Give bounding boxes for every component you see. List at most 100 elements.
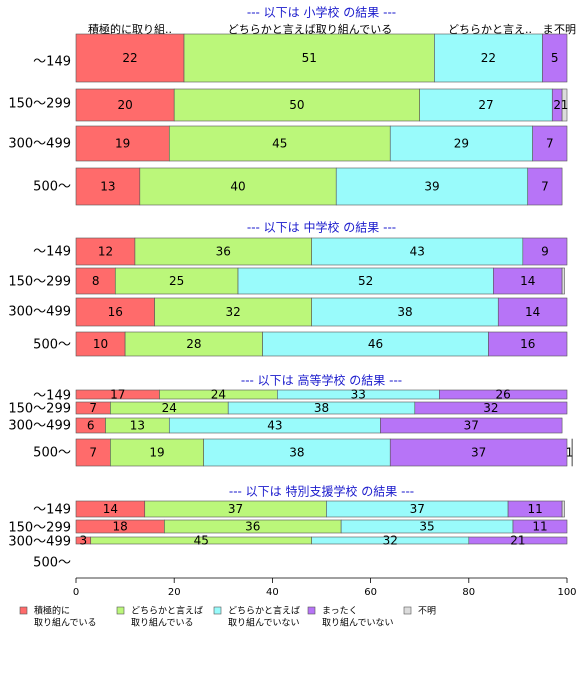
panel-title: --- 以下は 高等学校 の結果 --- bbox=[241, 373, 402, 388]
row-label: 300～499 bbox=[8, 137, 71, 152]
data-label: 10 bbox=[93, 337, 108, 351]
data-label: 39 bbox=[424, 180, 439, 194]
data-label: 14 bbox=[103, 502, 118, 516]
legend-label: まったく bbox=[322, 606, 358, 617]
bar-segment bbox=[154, 297, 312, 327]
bar-segment bbox=[75, 438, 111, 467]
data-label: 7 bbox=[541, 180, 549, 194]
legend-swatch bbox=[19, 606, 28, 615]
bar-segment bbox=[468, 536, 568, 545]
legend-swatch bbox=[403, 606, 412, 615]
bar-segment bbox=[75, 167, 141, 206]
data-label: 24 bbox=[211, 388, 226, 402]
column-header: ま bbox=[543, 23, 554, 36]
row-label: ～149 bbox=[33, 55, 71, 70]
data-label: 13 bbox=[100, 180, 115, 194]
x-tick-label: 40 bbox=[266, 587, 279, 598]
data-label: 32 bbox=[383, 534, 398, 548]
bar-segment bbox=[561, 500, 565, 518]
bar-segment bbox=[114, 267, 239, 295]
data-label: 35 bbox=[419, 520, 434, 534]
legend-label: 取り組んでいない bbox=[228, 617, 300, 629]
data-label: 7 bbox=[89, 401, 97, 415]
row-label: 150～299 bbox=[8, 275, 71, 290]
bar-segment bbox=[335, 167, 529, 206]
legend-label: 不明 bbox=[418, 606, 436, 617]
data-label: 24 bbox=[162, 401, 177, 415]
data-label: 29 bbox=[454, 137, 469, 151]
data-label: 19 bbox=[149, 446, 164, 460]
bar-segment bbox=[434, 33, 543, 83]
data-label: 1 bbox=[561, 98, 569, 112]
bar-segment bbox=[439, 389, 568, 400]
bar-segment bbox=[183, 33, 435, 83]
data-label: 5 bbox=[551, 51, 559, 65]
bar-segment bbox=[110, 438, 204, 467]
bar-segment bbox=[497, 297, 568, 327]
bar-segment bbox=[414, 401, 568, 415]
data-label: 33 bbox=[351, 388, 366, 402]
bar-segment bbox=[262, 331, 489, 357]
data-label: 19 bbox=[115, 137, 130, 151]
data-label: 52 bbox=[358, 274, 373, 288]
data-label: 50 bbox=[289, 98, 304, 112]
bar-segment bbox=[561, 88, 568, 122]
x-tick-label: 0 bbox=[73, 587, 79, 598]
legend-label: どちらかと言えば bbox=[228, 605, 300, 617]
data-label: 17 bbox=[110, 388, 125, 402]
legend-swatch bbox=[307, 606, 316, 615]
row-label: ～149 bbox=[33, 503, 71, 518]
legend-label: どちらかと言えば bbox=[131, 605, 203, 617]
bar-segment bbox=[532, 125, 568, 162]
data-label: 11 bbox=[527, 502, 542, 516]
panel-title: --- 以下は 中学校 の結果 --- bbox=[247, 220, 396, 235]
bar-segment bbox=[203, 438, 391, 467]
data-label: 8 bbox=[92, 274, 100, 288]
data-label: 2 bbox=[553, 98, 561, 112]
row-label: 300～499 bbox=[8, 535, 71, 550]
legend-label: 取り組んでいる bbox=[34, 617, 97, 629]
legend-swatch bbox=[116, 606, 125, 615]
bar-segment bbox=[75, 297, 155, 327]
bar-segment bbox=[124, 331, 263, 357]
data-label: 37 bbox=[228, 502, 243, 516]
row-label: ～149 bbox=[33, 389, 71, 404]
data-label: 7 bbox=[546, 137, 554, 151]
data-label: 16 bbox=[108, 305, 123, 319]
row-label: 500～ bbox=[33, 446, 71, 461]
data-label: 7 bbox=[89, 446, 97, 460]
panel-title: --- 以下は 特別支援学校 の結果 --- bbox=[229, 484, 414, 499]
bar-segment bbox=[527, 167, 563, 206]
row-label: 500～ bbox=[33, 338, 71, 353]
data-label: 3 bbox=[80, 534, 88, 548]
panel-title: --- 以下は 小学校 の結果 --- bbox=[247, 5, 396, 20]
data-label: 38 bbox=[289, 446, 304, 460]
x-tick-label: 100 bbox=[557, 587, 576, 598]
bar-segment bbox=[488, 331, 568, 357]
bar-segment bbox=[571, 438, 573, 467]
row-label: 300～499 bbox=[8, 419, 71, 434]
bar-segment bbox=[512, 519, 568, 534]
data-label: 45 bbox=[194, 534, 209, 548]
x-tick-label: 20 bbox=[168, 587, 181, 598]
data-label: 43 bbox=[267, 419, 282, 433]
data-label: 26 bbox=[496, 388, 511, 402]
data-label: 36 bbox=[216, 245, 231, 259]
data-label: 13 bbox=[130, 419, 145, 433]
data-label: 12 bbox=[98, 245, 113, 259]
bar-segment bbox=[389, 438, 568, 467]
data-label: 16 bbox=[520, 337, 535, 351]
row-label: 150～299 bbox=[8, 402, 71, 417]
data-label: 32 bbox=[225, 305, 240, 319]
data-label: 38 bbox=[314, 401, 329, 415]
bar-segment bbox=[173, 88, 420, 122]
data-label: 37 bbox=[471, 446, 486, 460]
data-label: 25 bbox=[169, 274, 184, 288]
data-label: 27 bbox=[478, 98, 493, 112]
data-label: 36 bbox=[245, 520, 260, 534]
data-label: 14 bbox=[520, 274, 535, 288]
data-label: 1 bbox=[566, 446, 574, 460]
data-label: 22 bbox=[481, 51, 496, 65]
row-label: 150～299 bbox=[8, 521, 71, 536]
column-header: どちらかと言えば取り組んでいる bbox=[228, 23, 392, 36]
